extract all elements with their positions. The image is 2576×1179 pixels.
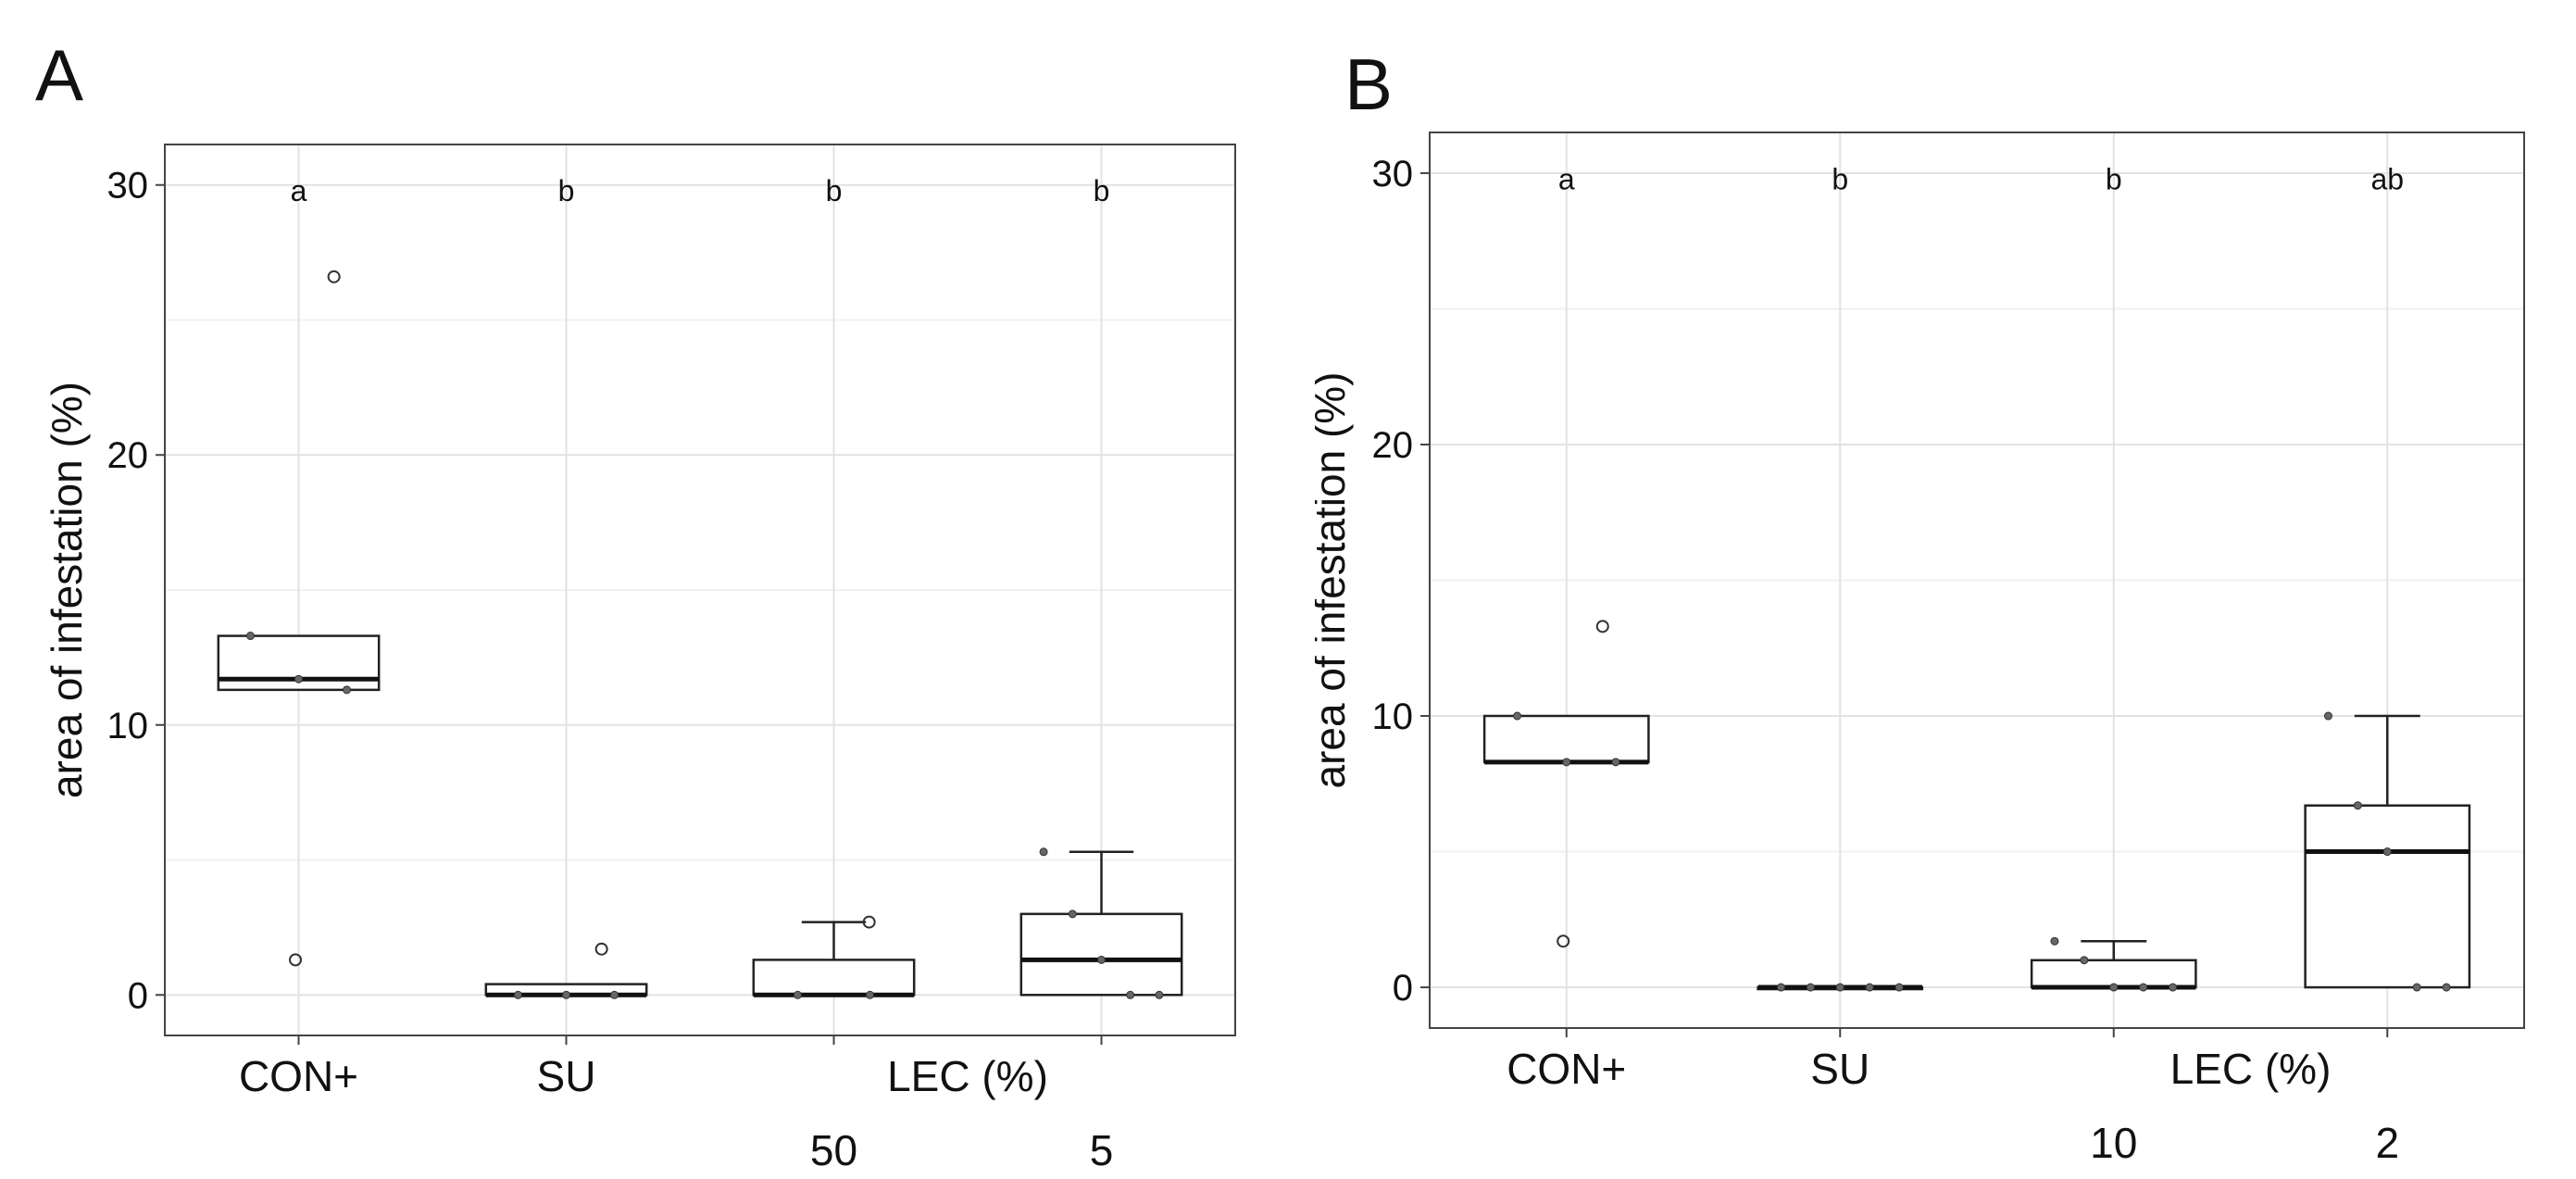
data-point — [866, 990, 875, 999]
data-point — [562, 990, 570, 999]
outlier-point — [289, 953, 303, 967]
data-point — [343, 685, 352, 695]
outlier-point — [594, 942, 608, 956]
data-point — [2323, 711, 2332, 721]
data-point — [1894, 983, 1904, 992]
data-point — [513, 990, 522, 999]
y-tick-label: 10 — [107, 706, 149, 746]
data-point — [1865, 983, 1874, 992]
data-point — [1039, 847, 1048, 857]
data-point — [1068, 909, 1077, 919]
data-point — [245, 632, 255, 641]
y-tick-label: 20 — [107, 435, 149, 476]
data-point — [2139, 983, 2148, 992]
data-point — [2353, 801, 2362, 810]
panel-letter-a: A — [35, 34, 84, 116]
data-point — [2169, 983, 2178, 992]
x-category-label: CON+ — [239, 1052, 358, 1100]
data-point — [1155, 990, 1164, 999]
data-point — [1611, 758, 1620, 767]
data-point — [1562, 758, 1571, 767]
y-tick-label: 30 — [1372, 154, 1414, 194]
x-concentration-label: 2 — [2375, 1119, 2399, 1167]
outlier-point — [1557, 934, 1570, 948]
x-category-label: CON+ — [1507, 1045, 1626, 1093]
y-tick-label: 0 — [1393, 968, 1413, 1009]
significance-letter: b — [1094, 174, 1110, 207]
significance-letter: ab — [2370, 163, 2404, 196]
y-axis-label: area of infestation (%) — [43, 382, 91, 798]
data-point — [610, 990, 619, 999]
data-point — [1776, 983, 1785, 992]
x-concentration-label: 5 — [1090, 1126, 1114, 1174]
y-tick-label: 0 — [128, 975, 148, 1016]
data-point — [2442, 983, 2451, 992]
box — [752, 959, 916, 997]
data-point — [793, 990, 802, 999]
y-tick-label: 20 — [1372, 425, 1414, 466]
outlier-point — [327, 270, 341, 283]
x-concentration-label: 10 — [2090, 1119, 2137, 1167]
significance-letter: b — [2106, 163, 2122, 196]
data-point — [2050, 936, 2059, 946]
x-group-label: LEC (%) — [887, 1052, 1048, 1100]
box — [2304, 804, 2471, 989]
chart-panel-a: 0 10 20 30 area of infestation (%) a CON+ b SU b 5… — [43, 144, 1236, 1174]
chart-panel-b: 0 10 20 30 area of infestation (%) a CON+ b SU b 1… — [1315, 132, 2525, 1167]
significance-letter: b — [826, 174, 843, 207]
significance-letter: a — [291, 174, 307, 207]
significance-letter: b — [558, 174, 575, 207]
y-axis-label: area of infestation (%) — [1315, 371, 1354, 788]
x-category-label: SU — [537, 1052, 596, 1100]
y-tick-label: 30 — [107, 166, 149, 207]
significance-letter: b — [1832, 163, 1848, 196]
data-point — [1806, 983, 1815, 992]
outlier-point — [1595, 620, 1609, 633]
data-point — [1513, 711, 1522, 721]
x-category-label: SU — [1810, 1045, 1869, 1093]
y-tick-label: 10 — [1372, 696, 1414, 737]
panel-letter-b: B — [1344, 44, 1394, 125]
box — [1482, 714, 1650, 764]
data-point — [1835, 983, 1844, 992]
box — [1019, 912, 1183, 997]
data-point — [1126, 990, 1135, 999]
x-group-label: LEC (%) — [2170, 1045, 2332, 1093]
data-point — [2080, 956, 2089, 965]
data-point — [2109, 983, 2119, 992]
box — [2030, 959, 2197, 989]
data-point — [1097, 955, 1106, 964]
plot-border — [164, 144, 1236, 1036]
data-point — [294, 674, 303, 684]
significance-letter: a — [1558, 163, 1575, 196]
outlier-point — [862, 915, 876, 929]
data-point — [2412, 983, 2421, 992]
data-point — [2382, 847, 2392, 857]
plot-border — [1429, 132, 2525, 1029]
x-concentration-label: 50 — [810, 1126, 857, 1174]
